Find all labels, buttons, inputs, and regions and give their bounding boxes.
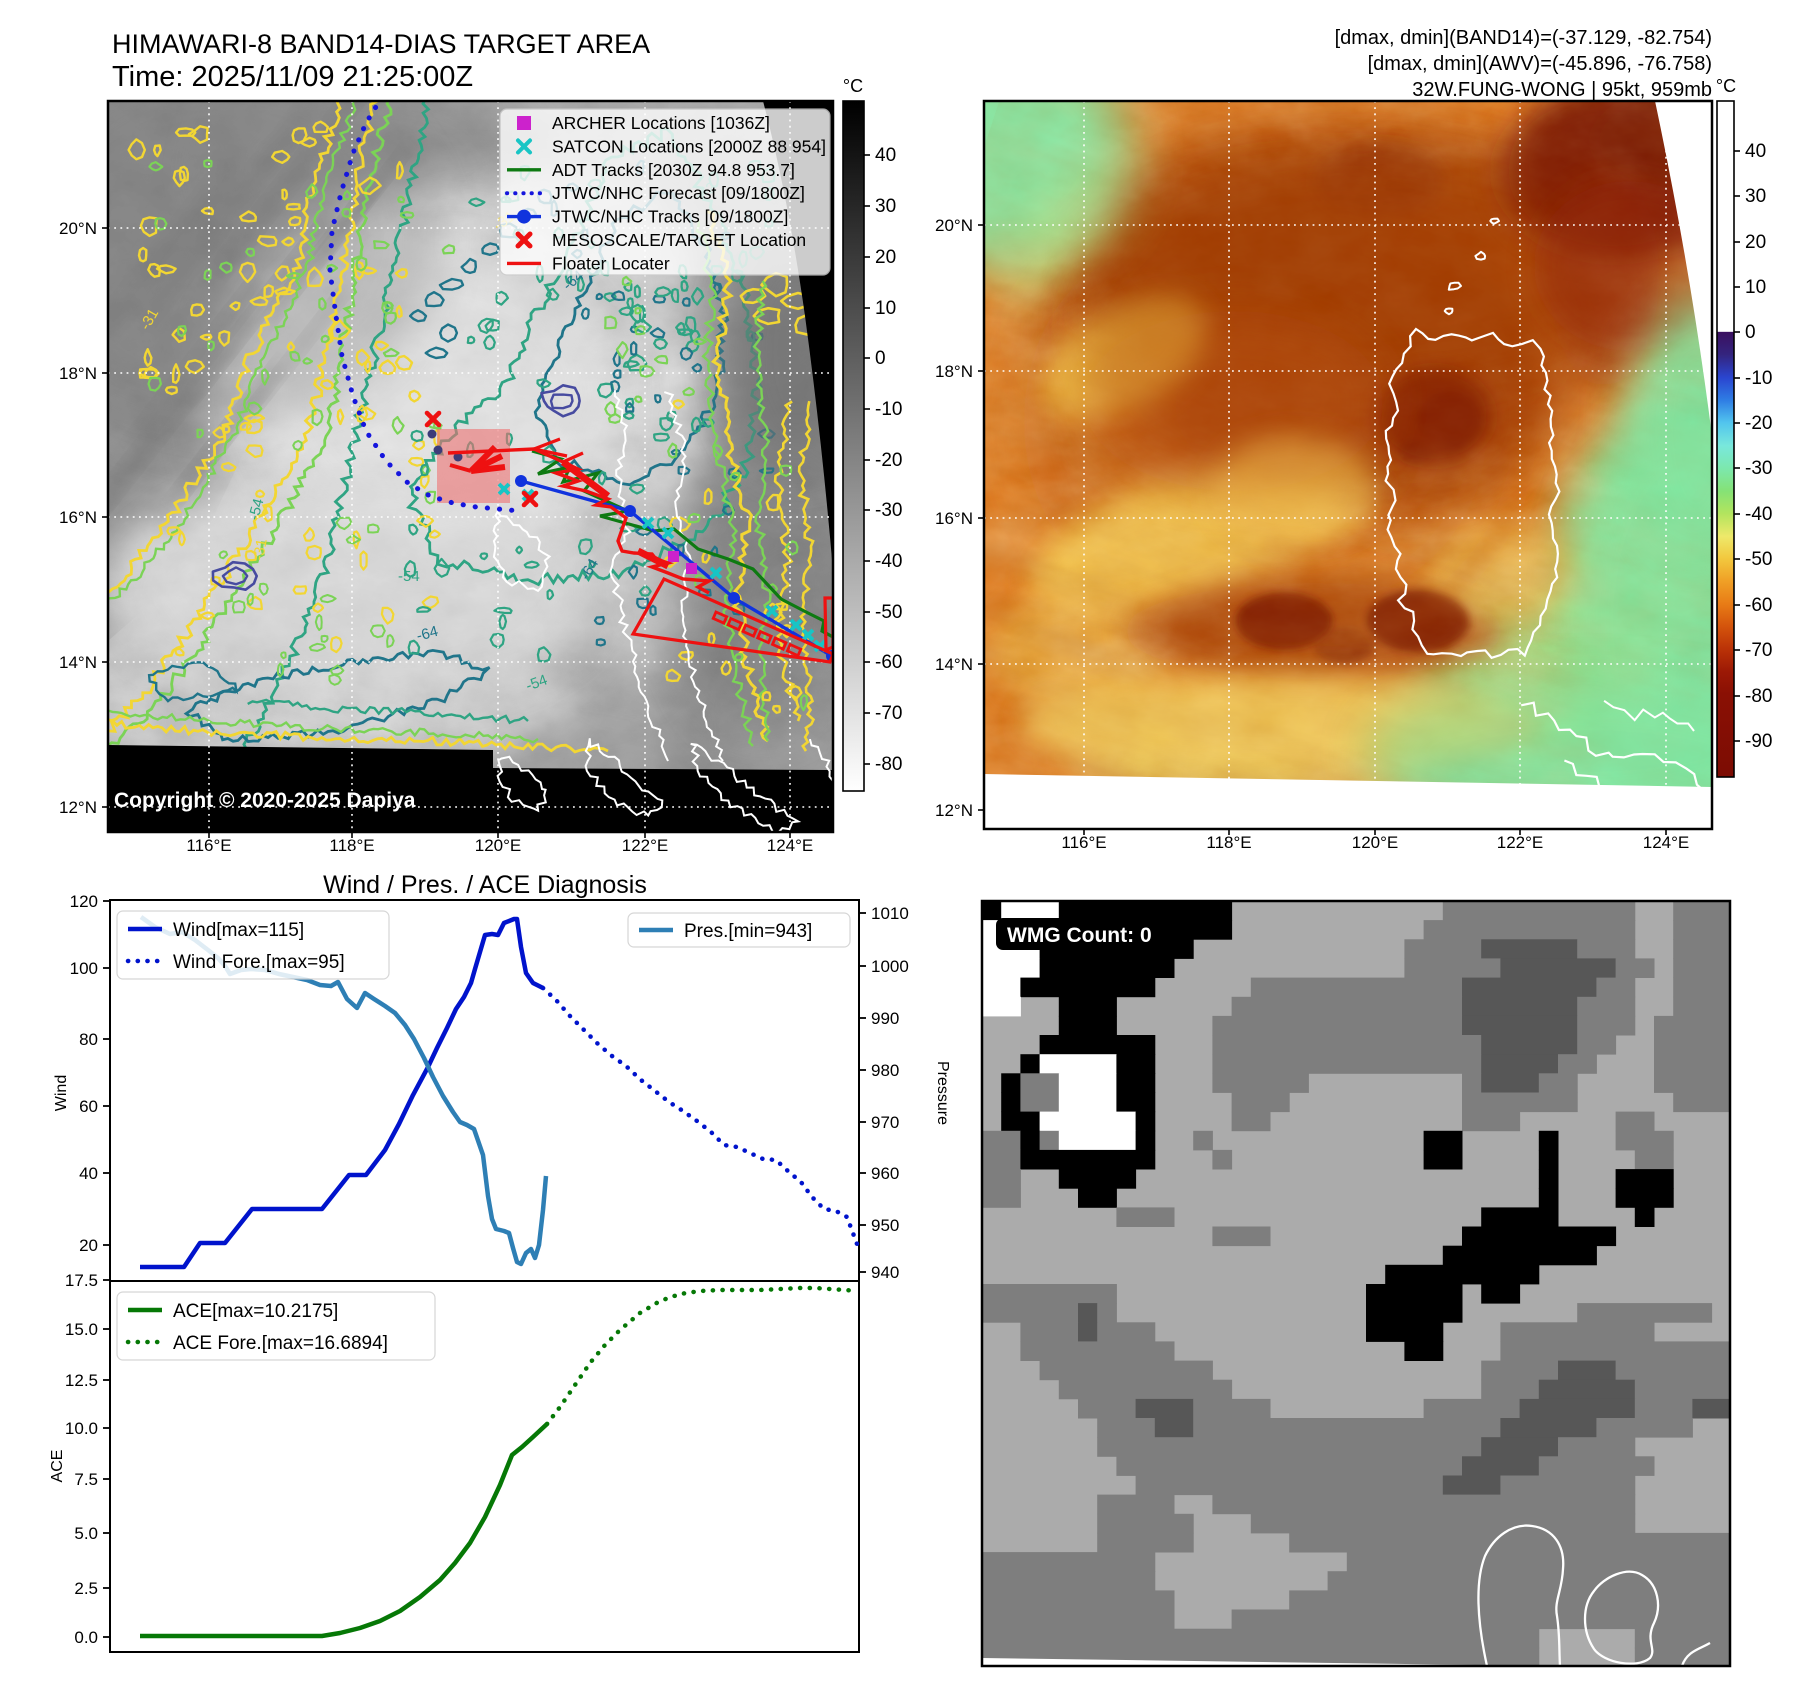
svg-text:20°N: 20°N: [935, 216, 973, 235]
svg-text:0: 0: [1745, 322, 1756, 343]
svg-text:-20: -20: [875, 450, 902, 471]
svg-text:1000: 1000: [871, 957, 909, 976]
svg-text:-20: -20: [1745, 413, 1772, 434]
svg-text:970: 970: [871, 1113, 899, 1132]
svg-text:10: 10: [1745, 277, 1766, 298]
svg-text:15.0: 15.0: [65, 1320, 98, 1339]
svg-text:30: 30: [1745, 186, 1766, 207]
svg-text:32W.FUNG-WONG | 95kt, 959mb: 32W.FUNG-WONG | 95kt, 959mb: [1412, 79, 1712, 101]
svg-text:-70: -70: [875, 703, 902, 724]
svg-text:120°E: 120°E: [1352, 833, 1399, 852]
svg-text:-60: -60: [1745, 595, 1772, 616]
svg-text:Time: 2025/11/09 21:25:00Z: Time: 2025/11/09 21:25:00Z: [112, 61, 473, 93]
svg-text:JTWC/NHC Tracks [09/1800Z]: JTWC/NHC Tracks [09/1800Z]: [552, 207, 788, 227]
svg-text:0: 0: [875, 348, 886, 369]
svg-text:20°N: 20°N: [59, 219, 97, 238]
svg-text:Pressure: Pressure: [934, 1061, 951, 1125]
svg-text:ACE Fore.[max=16.6894]: ACE Fore.[max=16.6894]: [173, 1333, 388, 1354]
svg-text:SATCON Locations [2000Z 88 954: SATCON Locations [2000Z 88 954]: [552, 136, 826, 156]
svg-text:Wind: Wind: [53, 1075, 70, 1111]
svg-text:116°E: 116°E: [1061, 833, 1106, 852]
svg-text:120: 120: [70, 892, 98, 911]
svg-text:-30: -30: [875, 500, 902, 521]
svg-text:ADT Tracks [2030Z 94.8 953.7]: ADT Tracks [2030Z 94.8 953.7]: [552, 160, 795, 180]
svg-text:20: 20: [875, 247, 896, 268]
svg-text:118°E: 118°E: [1206, 833, 1251, 852]
svg-text:80: 80: [79, 1030, 98, 1049]
svg-text:980: 980: [871, 1061, 899, 1080]
svg-text:-31: -31: [250, 537, 271, 561]
svg-text:7.5: 7.5: [74, 1470, 98, 1489]
svg-text:ACE[max=10.2175]: ACE[max=10.2175]: [173, 1301, 338, 1322]
svg-text:12°N: 12°N: [935, 801, 973, 820]
svg-text:16°N: 16°N: [935, 509, 973, 528]
svg-text:122°E: 122°E: [1497, 833, 1544, 852]
svg-text:-90: -90: [1745, 731, 1772, 752]
svg-text:[dmax, dmin](AWV)=(-45.896, -7: [dmax, dmin](AWV)=(-45.896, -76.758): [1368, 53, 1712, 75]
svg-text:-40: -40: [1745, 504, 1772, 525]
svg-text:-30: -30: [1745, 458, 1772, 479]
svg-text:12°N: 12°N: [59, 798, 97, 817]
svg-text:1010: 1010: [871, 904, 909, 923]
svg-text:20: 20: [1745, 232, 1766, 253]
svg-text:116°E: 116°E: [186, 836, 231, 855]
svg-text:17.5: 17.5: [65, 1271, 98, 1290]
svg-text:-10: -10: [875, 399, 902, 420]
svg-text:124°E: 124°E: [1643, 833, 1690, 852]
svg-text:18°N: 18°N: [935, 362, 973, 381]
svg-text:JTWC/NHC Forecast [09/1800Z]: JTWC/NHC Forecast [09/1800Z]: [552, 183, 805, 203]
svg-text:2.5: 2.5: [74, 1579, 98, 1598]
svg-text:-60: -60: [875, 652, 902, 673]
svg-text:124°E: 124°E: [767, 836, 814, 855]
svg-text:-50: -50: [875, 602, 902, 623]
svg-text:14°N: 14°N: [935, 655, 973, 674]
svg-text:ARCHER Locations [1036Z]: ARCHER Locations [1036Z]: [552, 113, 770, 133]
svg-text:40: 40: [875, 145, 896, 166]
svg-text:40: 40: [79, 1164, 98, 1183]
svg-text:18°N: 18°N: [59, 364, 97, 383]
svg-text:20: 20: [79, 1236, 98, 1255]
svg-text:14°N: 14°N: [59, 653, 97, 672]
svg-text:940: 940: [871, 1263, 899, 1282]
svg-text:100: 100: [70, 959, 98, 978]
svg-text:30: 30: [875, 196, 896, 217]
svg-text:-10: -10: [1745, 368, 1772, 389]
svg-text:10: 10: [875, 298, 896, 319]
svg-text:-80: -80: [875, 754, 902, 775]
svg-text:Floater Locater: Floater Locater: [552, 253, 670, 273]
svg-text:-50: -50: [1745, 549, 1772, 570]
svg-text:10.0: 10.0: [65, 1419, 98, 1438]
svg-text:-70: -70: [1745, 640, 1772, 661]
svg-text:WMG Count: 0: WMG Count: 0: [1007, 924, 1152, 947]
svg-text:°C: °C: [843, 76, 863, 96]
svg-text:60: 60: [79, 1097, 98, 1116]
svg-text:122°E: 122°E: [622, 836, 669, 855]
svg-text:118°E: 118°E: [329, 836, 374, 855]
svg-text:0.0: 0.0: [74, 1628, 98, 1647]
svg-text:Wind Fore.[max=95]: Wind Fore.[max=95]: [173, 952, 345, 973]
svg-text:Wind[max=115]: Wind[max=115]: [173, 920, 304, 941]
svg-text:Wind / Pres. / ACE Diagnosis: Wind / Pres. / ACE Diagnosis: [323, 871, 647, 899]
svg-text:960: 960: [871, 1164, 899, 1183]
svg-text:990: 990: [871, 1009, 899, 1028]
svg-text:-54: -54: [245, 497, 267, 522]
svg-text:ACE: ACE: [49, 1450, 66, 1483]
svg-text:-64: -64: [415, 623, 440, 645]
svg-text:16°N: 16°N: [59, 508, 97, 527]
svg-text:-40: -40: [875, 551, 902, 572]
svg-text:120°E: 120°E: [475, 836, 522, 855]
svg-text:950: 950: [871, 1216, 899, 1235]
svg-text:-54: -54: [524, 671, 550, 694]
svg-text:MESOSCALE/TARGET Location: MESOSCALE/TARGET Location: [552, 230, 806, 250]
svg-text:5.0: 5.0: [74, 1524, 98, 1543]
svg-text:Pres.[min=943]: Pres.[min=943]: [684, 921, 812, 942]
svg-text:12.5: 12.5: [65, 1371, 98, 1390]
svg-text:[dmax, dmin](BAND14)=(-37.129,: [dmax, dmin](BAND14)=(-37.129, -82.754): [1335, 27, 1712, 49]
svg-text:-80: -80: [1745, 686, 1772, 707]
svg-text:-54: -54: [398, 568, 420, 585]
svg-text:Copyright © 2020-2025 Dapiya: Copyright © 2020-2025 Dapiya: [114, 789, 416, 812]
svg-text:°C: °C: [1716, 76, 1736, 96]
svg-text:40: 40: [1745, 141, 1766, 162]
svg-text:HIMAWARI-8 BAND14-DIAS TARGET: HIMAWARI-8 BAND14-DIAS TARGET AREA: [112, 29, 650, 59]
